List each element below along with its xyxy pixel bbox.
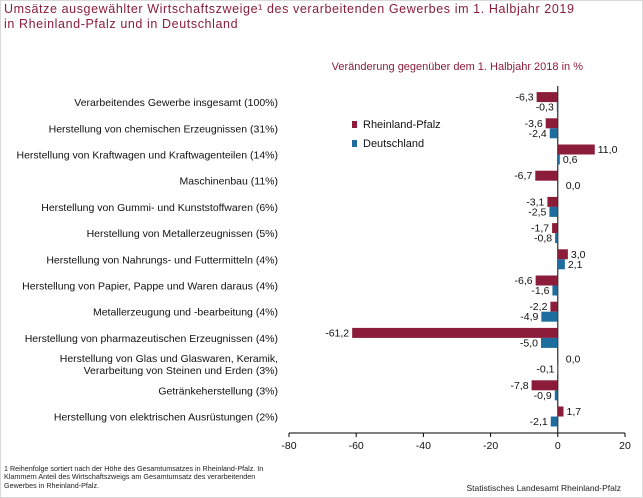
data-label: 1,7 xyxy=(567,406,582,418)
category-label: Herstellung von chemischen Erzeugnissen … xyxy=(49,123,278,135)
bar-rheinland-pfalz xyxy=(352,327,558,338)
data-label: 2,1 xyxy=(568,259,583,271)
category-label: Herstellung von elektrischen Ausrüstunge… xyxy=(54,412,278,424)
bar-deutschland xyxy=(541,337,558,348)
bar-deutschland xyxy=(554,390,558,401)
chart-title-line1: Umsätze ausgewählter Wirtschaftszweige¹ … xyxy=(4,2,575,16)
bar-rheinland-pfalz xyxy=(545,118,558,129)
x-tick-label: 20 xyxy=(619,440,631,452)
data-label: -0,9 xyxy=(534,390,552,402)
data-label: -6,6 xyxy=(515,275,533,287)
legend-swatch-de xyxy=(352,140,357,147)
bar-deutschland xyxy=(557,154,560,165)
legend-item-rlp: Rheinland-Pfalz xyxy=(352,117,441,132)
category-label: Verarbeitung von Steinen und Erden (3%) xyxy=(84,365,278,377)
bar-deutschland xyxy=(555,233,558,244)
bar-rheinland-pfalz xyxy=(557,406,564,417)
data-label: 3,0 xyxy=(571,249,586,261)
data-label: -2,2 xyxy=(529,301,547,313)
data-label: -3,6 xyxy=(525,118,543,130)
x-tick-label: -80 xyxy=(281,440,296,452)
bar-rheinland-pfalz xyxy=(531,380,558,391)
category-label: Getränkeherstellung (3%) xyxy=(158,385,278,397)
data-label: 0,0 xyxy=(566,354,581,366)
bar-rheinland-pfalz xyxy=(550,301,558,312)
bar-deutschland xyxy=(549,206,558,217)
data-label: -2,4 xyxy=(529,128,547,140)
x-tick-label: 0 xyxy=(555,440,561,452)
bar-deutschland xyxy=(550,416,558,427)
chart-title-line2: in Rheinland-Pfalz und in Deutschland xyxy=(4,17,239,31)
data-label: -0,8 xyxy=(534,233,552,245)
data-label: -6,7 xyxy=(514,170,532,182)
legend-label-de: Deutschland xyxy=(363,137,425,150)
source-note: Statistisches Landesamt Rheinland-Pfalz xyxy=(466,483,622,493)
bar-rheinland-pfalz xyxy=(536,92,558,103)
data-label: -1,6 xyxy=(531,285,549,297)
category-label: Herstellung von pharmazeutischen Erzeugn… xyxy=(25,333,278,345)
bar-rheinland-pfalz xyxy=(557,144,595,155)
data-label: -7,8 xyxy=(510,380,528,392)
data-label: -2,1 xyxy=(530,416,548,428)
data-label: 0,6 xyxy=(563,154,578,166)
data-label: -1,7 xyxy=(531,223,549,235)
x-tick-label: -60 xyxy=(349,440,364,452)
data-label: -0,1 xyxy=(536,364,554,376)
bar-deutschland xyxy=(556,102,558,113)
data-label: -6,3 xyxy=(516,92,534,104)
legend-swatch-rlp xyxy=(352,121,357,128)
category-label: Herstellung von Nahrungs- und Futtermitt… xyxy=(46,254,278,266)
bar-rheinland-pfalz xyxy=(535,170,558,181)
category-label: Herstellung von Metallerzeugnissen (5%) xyxy=(87,228,278,240)
data-label: 0,0 xyxy=(566,180,581,192)
data-label: -61,2 xyxy=(325,327,349,339)
category-label: Verarbeitendes Gewerbe insgesamt (100%) xyxy=(74,97,278,109)
bar-deutschland xyxy=(541,311,558,322)
category-label: Herstellung von Kraftwagen und Kraftwage… xyxy=(17,150,279,162)
data-label: -3,1 xyxy=(526,196,544,208)
x-tick-label: -20 xyxy=(483,440,498,452)
footnote: 1 Reihenfolge sortiert nach der Höhe des… xyxy=(4,464,264,490)
data-label: 11,0 xyxy=(598,144,618,156)
category-label: Maschinenbau (11%) xyxy=(180,176,278,188)
category-label: Herstellung von Gummi- und Kunststoffwar… xyxy=(41,202,278,214)
legend-item-de: Deutschland xyxy=(352,136,441,151)
chart-title: Umsätze ausgewählter Wirtschaftszweige¹ … xyxy=(4,2,624,32)
bar-rheinland-pfalz xyxy=(557,249,568,260)
data-label: -0,3 xyxy=(536,102,554,114)
legend-label-rlp: Rheinland-Pfalz xyxy=(363,118,441,131)
bar-deutschland xyxy=(557,259,565,270)
bar-deutschland xyxy=(552,285,558,296)
legend: Rheinland-Pfalz Deutschland xyxy=(352,117,441,155)
category-label: Herstellung von Glas und Glaswaren, Kera… xyxy=(60,353,278,365)
data-label: -2,5 xyxy=(528,206,546,218)
bar-rheinland-pfalz xyxy=(547,196,558,207)
category-label: Herstellung von Papier, Pappe und Waren … xyxy=(22,281,278,293)
bar-rheinland-pfalz xyxy=(535,275,558,286)
data-label: -5,0 xyxy=(520,337,538,349)
chart-subtitle: Veränderung gegenüber dem 1. Halbjahr 20… xyxy=(331,61,583,73)
category-label: Metallerzeugung und -bearbeitung (4%) xyxy=(93,307,278,319)
bar-rheinland-pfalz xyxy=(552,223,558,234)
bar-deutschland xyxy=(549,128,558,139)
data-label: -4,9 xyxy=(520,311,538,323)
x-tick-label: -40 xyxy=(416,440,431,452)
